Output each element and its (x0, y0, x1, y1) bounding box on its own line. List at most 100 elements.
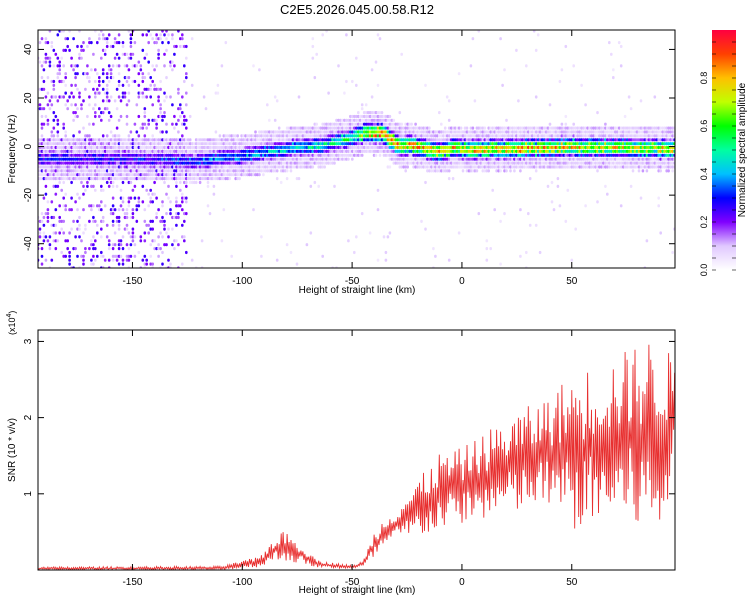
spectrogram-cell (534, 149, 538, 153)
spectrogram-cell (412, 153, 415, 157)
spectrogram-cell (463, 126, 467, 130)
spectrogram-cell (339, 134, 342, 138)
spectrogram-cell (329, 153, 332, 157)
spectrogram-cell (220, 142, 224, 146)
spectrogram-cell (299, 165, 303, 169)
spectrogram-cell (115, 258, 119, 262)
spectrogram-cell (149, 227, 152, 231)
spectrogram-cell (62, 142, 65, 146)
spectrogram-cell (275, 142, 279, 146)
spectrogram-cell (107, 169, 111, 173)
spectrogram-cell (540, 134, 544, 138)
spectrogram-cell (366, 149, 370, 153)
spectrogram-cell (641, 138, 645, 142)
spectrogram-cell (127, 173, 131, 177)
spectrogram-cell (568, 153, 572, 157)
spectrogram-cell (179, 204, 182, 208)
spectrogram-cell (629, 184, 633, 188)
spectrogram-cell (52, 165, 56, 169)
spectrogram-cell (167, 227, 170, 231)
spectrogram-cell (333, 145, 336, 150)
spectrogram-cell (323, 134, 326, 138)
spectrogram-cell (513, 126, 516, 130)
spectrogram-cell (345, 79, 348, 84)
spectrogram-cell (82, 142, 85, 146)
spectrogram-cell (76, 254, 79, 258)
spectrogram-cell (98, 33, 101, 37)
spectrogram-cell (277, 134, 281, 138)
spectrogram-cell (420, 165, 423, 169)
spectrogram-cell (80, 180, 83, 185)
spectrogram-cell (40, 254, 44, 258)
spectrogram-cell (578, 149, 581, 153)
spectrogram-cell (568, 149, 572, 153)
spectrogram-cell (364, 111, 368, 115)
spectrogram-cell (659, 130, 662, 134)
spectrogram-cell (447, 177, 451, 181)
spectrogram-cell (242, 153, 245, 157)
spectrogram-cell (501, 126, 504, 130)
spectrogram-cell (574, 142, 577, 146)
spectrogram-cell (515, 161, 518, 165)
spectrogram-cell (398, 142, 402, 146)
spectrogram-cell (107, 184, 111, 188)
spectrogram-cell (287, 134, 291, 138)
spectrogram-cell (270, 134, 273, 138)
spectrogram-cell (542, 149, 546, 153)
spectrogram-cell (133, 169, 137, 173)
spectrogram-cell (218, 157, 222, 161)
spectrogram-cell (72, 118, 75, 122)
x-tick-label: -100 (232, 276, 252, 287)
spectrogram-cell (230, 165, 233, 169)
spectrogram-cell (212, 142, 216, 146)
spectrogram-cell (669, 153, 672, 157)
spectrogram-cell (637, 157, 641, 161)
spectrogram-cell (147, 173, 150, 177)
spectrogram-cell (279, 169, 283, 173)
spectrogram-cell (216, 83, 220, 87)
spectrogram-cell (244, 134, 247, 138)
spectrogram-cell (273, 169, 277, 173)
spectrogram-cell (190, 145, 194, 150)
spectrogram-cell (525, 149, 528, 153)
spectrogram-cell (111, 243, 115, 247)
spectrogram-cell (188, 161, 192, 165)
spectrogram-cell (82, 173, 85, 177)
spectrogram-cell (647, 153, 651, 157)
spectrogram-cell (625, 145, 629, 150)
spectrogram-cell (463, 165, 467, 169)
spectrogram-cell (525, 145, 528, 150)
spectrogram-cell (471, 149, 475, 153)
spectrogram-cell (86, 169, 89, 173)
spectrogram-cell (337, 157, 340, 161)
spectrogram-cell (509, 153, 512, 157)
spectrogram-cell (105, 76, 109, 80)
spectrogram-cell (117, 243, 121, 247)
spectrogram-cell (410, 145, 413, 150)
spectrogram-cell (137, 145, 141, 150)
spectrogram-cell (580, 134, 583, 138)
spectrogram-cell (497, 165, 500, 169)
spectrogram-cell (171, 153, 174, 157)
spectrogram-cell (74, 169, 77, 173)
spectrogram-cell (149, 149, 152, 153)
spectrogram-cell (382, 235, 386, 239)
spectrogram-cell (135, 142, 139, 146)
spectrogram-cell (216, 161, 220, 165)
spectrogram-cell (617, 134, 621, 138)
spectrogram-cell (125, 169, 129, 173)
spectrogram-cell (497, 145, 500, 150)
spectrogram-cell (503, 149, 506, 153)
spectrogram-cell (606, 138, 609, 142)
spectrogram-cell (117, 227, 121, 231)
spectrogram-cell (376, 138, 380, 142)
spectrogram-cell (584, 149, 587, 153)
spectrogram-cell (430, 153, 433, 157)
spectrogram-cell (378, 138, 382, 142)
spectrogram-cell (48, 64, 52, 68)
spectrogram-cell (90, 208, 93, 212)
spectrogram-cell (315, 153, 318, 157)
spectrogram-cell (260, 134, 263, 138)
spectrogram-cell (129, 44, 133, 49)
spectrogram-cell (319, 149, 322, 153)
